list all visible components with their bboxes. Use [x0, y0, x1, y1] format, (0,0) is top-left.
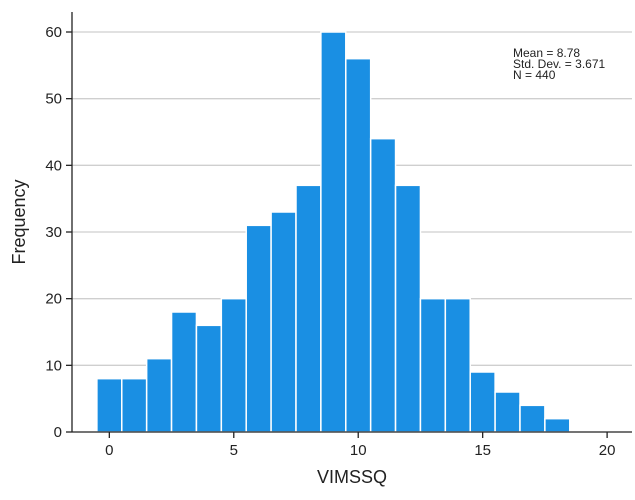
- histogram-bar-14: [444, 297, 471, 433]
- histogram-bar-2: [145, 357, 173, 433]
- histogram-bar-5: [220, 297, 247, 433]
- histogram-bar-13: [419, 297, 447, 433]
- histogram-bar-15: [469, 371, 496, 433]
- axes: [66, 12, 632, 438]
- histogram-bar-11: [369, 137, 397, 433]
- stats-n: N = 440: [513, 68, 556, 82]
- x-tick-label-10: 10: [350, 442, 367, 459]
- y-tick-labels: 0 10 20 30 40 50 60: [45, 24, 62, 441]
- y-tick-label-40: 40: [45, 157, 62, 174]
- histogram-bar-6: [245, 224, 272, 433]
- histogram-bar-10: [345, 57, 372, 433]
- histogram-bar-4: [195, 324, 223, 433]
- stats-std-dev: Std. Dev. = 3.671: [513, 57, 605, 71]
- histogram-bar-1: [121, 377, 148, 433]
- y-axis-title: Frequency: [9, 179, 29, 264]
- y-tick-label-30: 30: [45, 224, 62, 241]
- x-axis-title: VIMSSQ: [317, 467, 387, 487]
- x-tick-label-20: 20: [599, 442, 616, 459]
- y-tick-label-10: 10: [45, 357, 62, 374]
- y-tick-label-20: 20: [45, 291, 62, 308]
- histogram-bar-7: [270, 211, 297, 433]
- histogram-bar-9: [320, 31, 347, 433]
- histogram-bars: [96, 31, 571, 433]
- histogram-bar-18: [544, 417, 571, 433]
- y-tick-label-60: 60: [45, 24, 62, 41]
- x-tick-label-0: 0: [105, 442, 113, 459]
- x-tick-labels: 0 5 10 15 20: [105, 442, 615, 459]
- summary-statistics: Mean = 8.78 Std. Dev. = 3.671 N = 440: [513, 46, 605, 82]
- histogram-bar-12: [394, 184, 422, 433]
- stats-mean: Mean = 8.78: [513, 46, 580, 60]
- y-tick-label-0: 0: [54, 424, 62, 441]
- y-tick-label-50: 50: [45, 91, 62, 108]
- histogram-bar-0: [96, 377, 123, 433]
- x-tick-label-15: 15: [474, 442, 491, 459]
- histogram-bar-17: [519, 404, 546, 433]
- histogram-bar-8: [295, 184, 322, 433]
- histogram-bar-3: [170, 311, 198, 433]
- x-tick-label-5: 5: [230, 442, 238, 459]
- histogram-bar-16: [494, 391, 521, 433]
